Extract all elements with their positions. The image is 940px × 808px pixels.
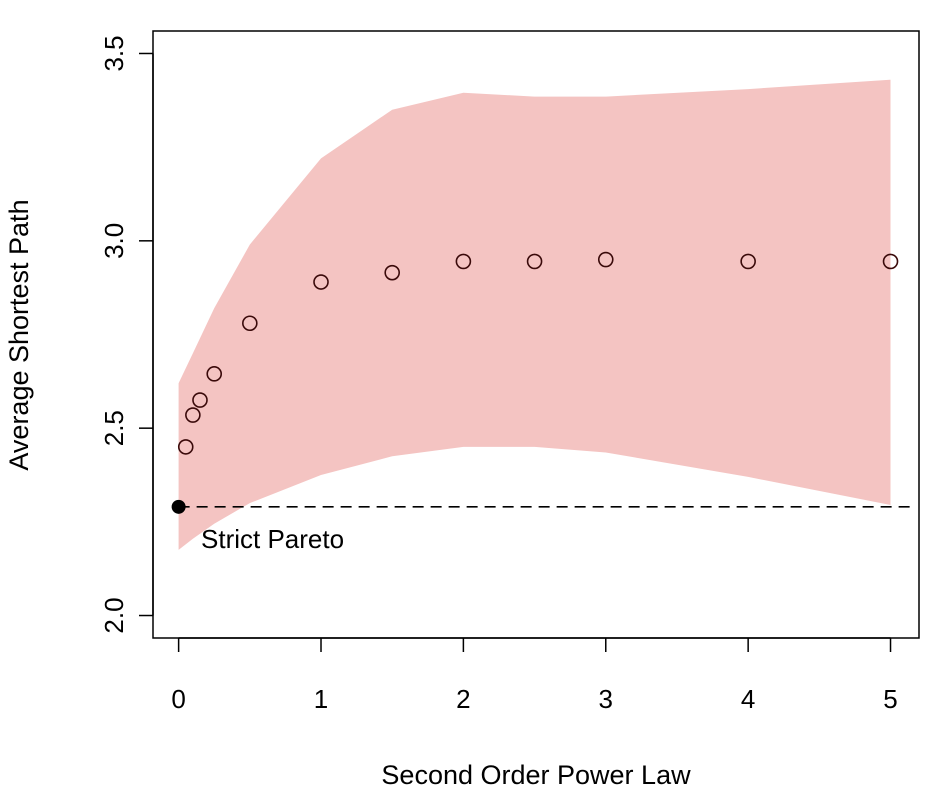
data-point [384,264,400,281]
data-point [740,253,756,270]
data-point [455,253,472,270]
strict-pareto-label: Strict Pareto [201,524,344,554]
y-tick-label: 3.0 [99,223,129,259]
confidence-band [178,79,891,550]
x-tick-label: 5 [883,684,897,714]
points-layer [177,251,899,455]
data-point [313,274,329,290]
x-tick-label: 4 [741,684,755,714]
data-point [526,253,543,270]
x-tick-label: 0 [171,684,185,714]
y-axis-title: Average Shortest Path [4,199,34,470]
data-point [882,253,899,270]
data-point [177,439,194,455]
confidence-band-layer [178,79,891,550]
data-point [597,251,614,268]
y-axis: 2.0 2.5 3.0 3.5 [99,35,154,634]
x-axis-title: Second Order Power Law [381,760,691,790]
x-tick-label: 1 [314,684,328,714]
x-axis: 0 1 2 3 4 5 [171,637,898,714]
reference-layer [171,499,916,514]
data-point [185,407,201,423]
y-tick-label: 2.0 [99,597,129,633]
data-point [206,366,223,382]
data-point [242,315,258,332]
y-tick-label: 3.5 [99,35,129,71]
strict-pareto-point [171,499,186,514]
x-tick-label: 2 [456,684,470,714]
y-tick-label: 2.5 [99,410,129,446]
x-tick-label: 3 [599,684,613,714]
data-point [192,392,208,408]
